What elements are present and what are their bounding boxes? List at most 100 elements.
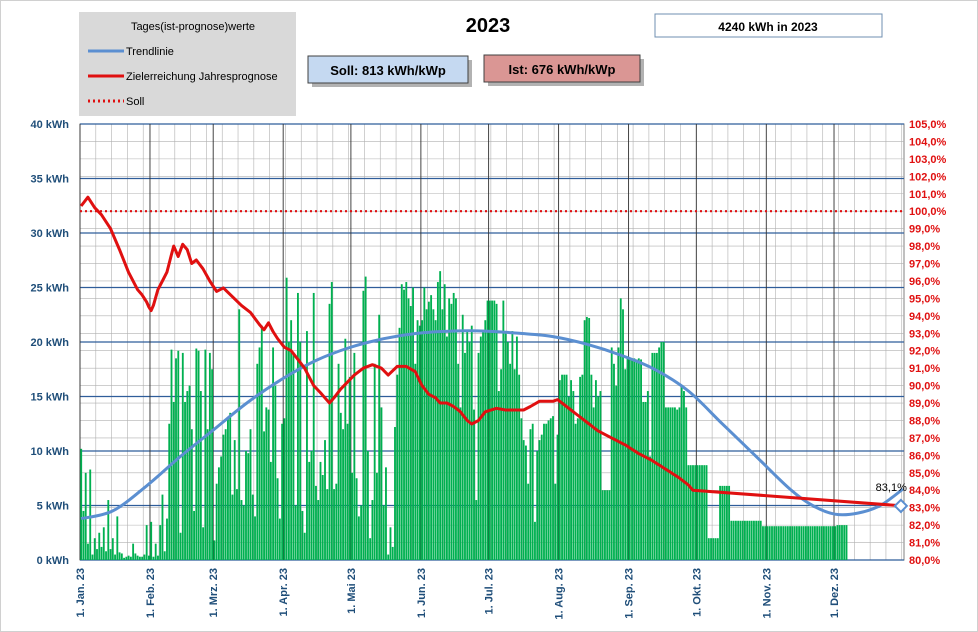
daily-bar — [339, 412, 342, 560]
daily-bar — [254, 516, 256, 560]
daily-bar — [676, 409, 679, 560]
daily-bar — [608, 490, 611, 560]
daily-bar — [689, 465, 692, 560]
y-right-tick-label: 97,0% — [909, 259, 940, 271]
legend-title: Tages(ist-prognose)werte — [131, 21, 255, 33]
daily-bar — [98, 532, 101, 560]
daily-bar — [633, 358, 636, 560]
daily-bar — [500, 369, 503, 560]
daily-bar — [132, 543, 135, 560]
legend-label-trendlinie: Trendlinie — [126, 46, 174, 58]
daily-bar — [771, 526, 773, 560]
daily-bar — [827, 526, 830, 560]
daily-bar — [190, 429, 193, 560]
y-right-tick-label: 94,0% — [909, 311, 940, 323]
daily-bar — [351, 472, 354, 560]
daily-bar — [581, 374, 584, 560]
daily-bar — [315, 485, 317, 560]
daily-bar — [667, 407, 670, 560]
y-right-tick-label: 103,0% — [909, 154, 947, 166]
daily-bar — [825, 526, 828, 560]
daily-bar — [166, 518, 168, 560]
daily-bar — [391, 546, 394, 560]
series-lines — [79, 195, 904, 521]
daily-bar — [811, 526, 814, 560]
daily-bar — [737, 520, 740, 560]
daily-bar — [486, 300, 489, 560]
daily-bar — [743, 520, 746, 560]
daily-bar — [355, 478, 358, 560]
daily-bar — [604, 490, 606, 560]
x-tick-label: 1. Jan. 23 — [75, 568, 87, 618]
daily-bar — [538, 440, 541, 560]
daily-bar — [753, 520, 755, 560]
daily-bar — [565, 374, 568, 560]
daily-bar — [342, 429, 344, 560]
y-right-tick-label: 82,0% — [909, 520, 940, 532]
daily-bar — [245, 451, 247, 560]
y-right-tick-label: 80,0% — [909, 555, 940, 567]
daily-bar — [594, 380, 597, 560]
daily-bar — [238, 309, 241, 560]
daily-bar — [495, 303, 498, 560]
daily-bar — [441, 309, 444, 560]
x-tick-label: 1. Aug. 23 — [554, 568, 566, 620]
daily-bar — [468, 342, 471, 560]
daily-bar — [292, 352, 295, 560]
daily-bar — [258, 347, 261, 560]
daily-bar — [296, 292, 299, 560]
daily-bar — [698, 465, 701, 560]
daily-bar — [127, 555, 130, 560]
daily-bar — [154, 543, 157, 560]
daily-bar — [567, 396, 570, 560]
y-right-tick-label: 93,0% — [909, 328, 940, 340]
daily-bar — [502, 300, 505, 560]
daily-bar — [757, 520, 760, 560]
daily-bar — [554, 483, 557, 560]
daily-bar — [376, 472, 378, 560]
daily-bar — [290, 320, 293, 560]
daily-bar — [455, 298, 457, 560]
daily-bar — [443, 284, 446, 560]
daily-bar — [312, 292, 315, 560]
daily-bar — [111, 538, 114, 560]
daily-bar — [222, 434, 225, 560]
y-axis-right-labels: 80,0% 81,0% 82,0% 83,0% 84,0% 85,0% 86,0% 87,0%… — [909, 119, 947, 567]
daily-bar — [120, 553, 123, 560]
daily-bar — [703, 465, 706, 560]
daily-bar — [818, 526, 821, 560]
daily-bar — [118, 552, 121, 560]
daily-bar — [504, 331, 507, 560]
y-right-tick-label: 89,0% — [909, 398, 940, 410]
daily-bar — [592, 407, 595, 560]
daily-bar — [475, 500, 478, 560]
daily-bar — [617, 347, 620, 560]
daily-bar — [678, 407, 681, 560]
daily-bar — [651, 352, 654, 560]
daily-bar — [482, 331, 484, 560]
daily-bar — [820, 526, 823, 560]
daily-bar — [766, 526, 769, 560]
daily-bar — [220, 456, 223, 560]
info-box-text: 4240 kWh in 2023 — [718, 20, 818, 34]
daily-bar — [337, 363, 340, 560]
daily-bar — [215, 483, 218, 560]
soll-box — [307, 55, 469, 84]
daily-bar — [579, 376, 582, 560]
end-marker-label: 83,1% — [876, 482, 907, 494]
y-right-tick-label: 95,0% — [909, 293, 940, 305]
daily-bar — [705, 465, 708, 560]
daily-bar — [473, 409, 475, 560]
daily-bar — [464, 352, 466, 560]
daily-bar — [768, 526, 771, 560]
daily-bar — [147, 555, 150, 560]
daily-bar — [360, 505, 363, 560]
daily-bar — [263, 431, 265, 560]
daily-bar — [780, 526, 782, 560]
daily-bar — [784, 526, 787, 560]
daily-bar — [421, 320, 424, 560]
daily-bar — [157, 555, 159, 560]
daily-bar — [748, 520, 751, 560]
daily-bar — [841, 525, 843, 560]
